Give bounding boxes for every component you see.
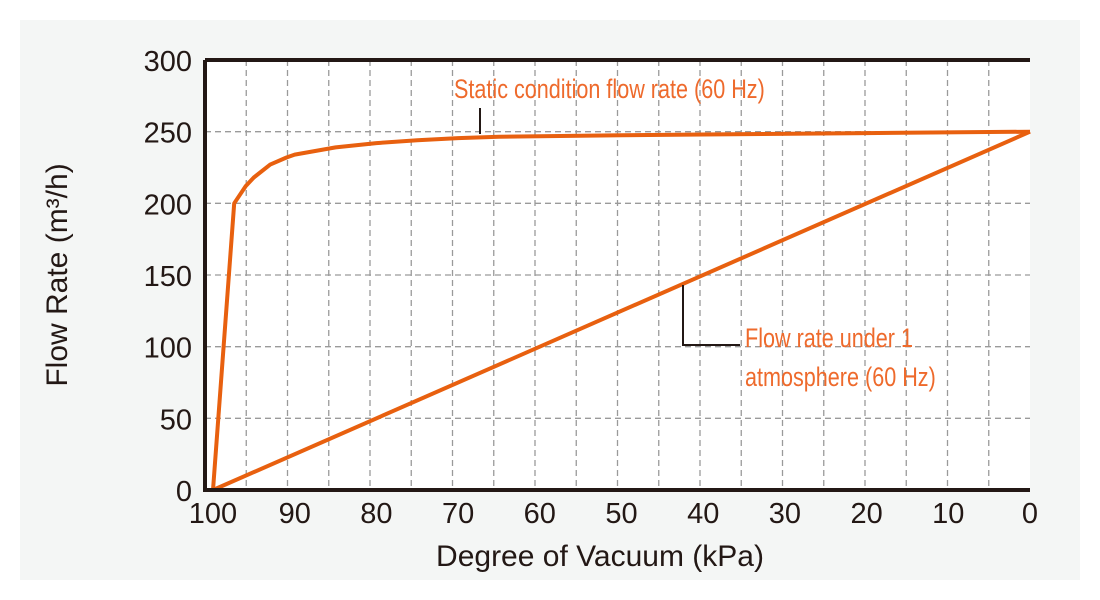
y-tick-label: 250: [144, 118, 192, 150]
x-tick-label: 40: [687, 498, 719, 530]
x-tick-label: 20: [850, 498, 882, 530]
x-tick-label: 80: [360, 498, 392, 530]
series-lines: [211, 129, 1031, 492]
y-tick-label: 150: [144, 261, 192, 293]
x-tick-label: 30: [769, 498, 801, 530]
x-tick-label: 60: [524, 498, 556, 530]
annotation-static: Static condition flow rate (60 Hz): [454, 75, 765, 105]
x-tick-label: 100: [189, 498, 237, 530]
y-tick-label: 0: [176, 476, 192, 508]
y-tick-label: 100: [144, 333, 192, 365]
x-tick-label: 0: [1022, 498, 1038, 530]
annotation-atm-line2: atmosphere (60 Hz): [745, 363, 936, 393]
series-line-atmosphere: [212, 129, 1031, 492]
x-tick-label: 90: [279, 498, 311, 530]
plot-frame: [203, 58, 1030, 492]
y-tick-label: 50: [160, 404, 192, 436]
annotation-atm-line1: Flow rate under 1: [745, 324, 913, 354]
x-tick-label: 50: [605, 498, 637, 530]
y-tick-label: 300: [144, 46, 192, 78]
grid: [205, 60, 1030, 490]
y-axis-label: Flow Rate (m³/h): [41, 163, 74, 386]
x-tick-labels: 100 90 80 70 60 50 40 30 20 10 0: [189, 498, 1038, 530]
y-tick-labels: 0 50 100 150 200 250 300: [144, 46, 192, 508]
x-axis-label: Degree of Vacuum (kPa): [436, 540, 764, 573]
atm-leader-line: [682, 285, 740, 346]
x-tick-label: 10: [932, 498, 964, 530]
y-tick-label: 200: [144, 189, 192, 221]
x-tick-label: 70: [442, 498, 474, 530]
series-line-static: [211, 129, 1031, 491]
